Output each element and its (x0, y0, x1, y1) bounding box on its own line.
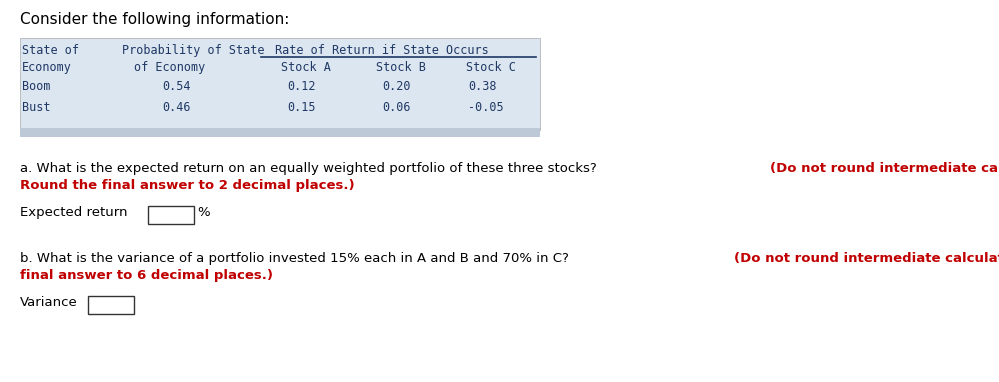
FancyBboxPatch shape (20, 128, 540, 137)
FancyBboxPatch shape (88, 296, 134, 314)
Text: 0.12: 0.12 (287, 80, 316, 93)
Text: Economy: Economy (22, 61, 72, 74)
Text: a. What is the expected return on an equally weighted portfolio of these three s: a. What is the expected return on an equ… (20, 162, 601, 175)
Text: %: % (197, 206, 210, 219)
FancyBboxPatch shape (20, 38, 540, 130)
Text: (Do not round intermediate calculations. Round the: (Do not round intermediate calculations.… (733, 252, 999, 265)
Text: Boom: Boom (22, 80, 51, 93)
Text: Round the final answer to 2 decimal places.): Round the final answer to 2 decimal plac… (20, 179, 355, 192)
FancyBboxPatch shape (148, 206, 194, 224)
Text: Expected return: Expected return (20, 206, 128, 219)
Text: Stock B: Stock B (376, 61, 426, 74)
Text: 0.06: 0.06 (382, 101, 411, 114)
Text: 0.54: 0.54 (162, 80, 191, 93)
Text: 0.38: 0.38 (468, 80, 497, 93)
Text: Stock C: Stock C (466, 61, 515, 74)
Text: final answer to 6 decimal places.): final answer to 6 decimal places.) (20, 269, 273, 282)
Text: Consider the following information:: Consider the following information: (20, 12, 290, 27)
Text: (Do not round intermediate calculations.: (Do not round intermediate calculations. (769, 162, 999, 175)
Text: Variance: Variance (20, 296, 78, 309)
Text: Probability of State: Probability of State (122, 44, 265, 57)
Text: -0.05: -0.05 (468, 101, 503, 114)
Text: 0.46: 0.46 (162, 101, 191, 114)
Text: Bust: Bust (22, 101, 51, 114)
Text: Stock A: Stock A (281, 61, 331, 74)
Text: 0.15: 0.15 (287, 101, 316, 114)
Text: b. What is the variance of a portfolio invested 15% each in A and B and 70% in C: b. What is the variance of a portfolio i… (20, 252, 573, 265)
Text: of Economy: of Economy (134, 61, 205, 74)
Text: 0.20: 0.20 (382, 80, 411, 93)
Text: Rate of Return if State Occurs: Rate of Return if State Occurs (275, 44, 489, 57)
Text: State of: State of (22, 44, 79, 57)
